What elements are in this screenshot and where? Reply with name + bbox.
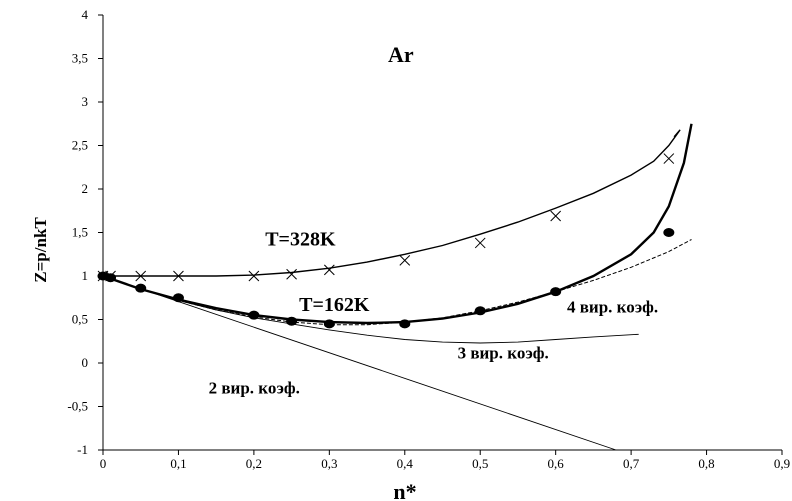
y-axis-title: Z=p/nkT: [31, 217, 50, 283]
y-tick-label: 3: [82, 94, 89, 109]
chart-title: Ar: [388, 42, 414, 67]
cross-stroke: [248, 270, 260, 282]
y-tick-label: 2,5: [72, 138, 88, 153]
y-tick-label: 1,5: [72, 225, 88, 240]
x-tick-label: 0,9: [774, 456, 790, 471]
x-tick-label: 0: [100, 456, 107, 471]
labels-layer: Ar n* Z=p/nkT T=328K T=162K 4 вир. коэф. 3 …: [31, 42, 658, 501]
cross-marker: [663, 153, 675, 164]
cross-marker: [550, 210, 562, 222]
y-tick-label: 2: [82, 181, 89, 196]
series-layer: [97, 123, 693, 451]
cross-marker: [248, 270, 260, 282]
curve-annotation: 4 вир. коэф.: [567, 298, 658, 317]
y-tick-label: -0,5: [67, 399, 88, 414]
cross-marker: [286, 268, 297, 280]
x-tick-label: 0,8: [698, 456, 714, 471]
y-tick-label: -1: [77, 442, 88, 457]
x-tick-label: 0,3: [321, 456, 337, 471]
series-line: [102, 275, 639, 344]
cross-stroke: [550, 210, 562, 222]
series-line: [102, 123, 693, 325]
curve-annotation: T=328K: [265, 229, 336, 251]
cross-stroke: [399, 254, 411, 266]
dot-marker: [663, 228, 675, 237]
cross-stroke: [323, 264, 335, 276]
x-tick-label: 0,1: [170, 456, 186, 471]
cross-stroke: [286, 268, 297, 280]
y-tick-label: 0,5: [72, 312, 88, 327]
cross-marker: [474, 237, 486, 249]
y-tick-label: 3,5: [72, 51, 88, 66]
cross-stroke: [474, 237, 486, 249]
cross-stroke: [663, 153, 675, 164]
curve-annotation: T=162K: [299, 294, 370, 316]
axes: 0 0,1 0,2 0,3 0,4 0,5 0,6 0,7 0,8 0,9 -1 -0,5 0 0,5 1 1…: [67, 7, 790, 471]
cross-marker: [323, 264, 335, 276]
y-tick-label: 1: [82, 268, 89, 283]
x-tick-label: 0,7: [623, 456, 640, 471]
y-tick-label: 4: [82, 7, 89, 22]
x-tick-label: 0,6: [548, 456, 565, 471]
x-tick-label: 0,5: [472, 456, 488, 471]
x-axis-title: n*: [393, 479, 416, 501]
series-line: [102, 275, 617, 451]
x-tick-label: 0,4: [397, 456, 414, 471]
x-tick-label: 0,2: [246, 456, 262, 471]
curve-annotation: 3 вир. коэф.: [458, 344, 549, 363]
series-line: [103, 129, 681, 277]
curve-annotation: 2 вир. коэф.: [209, 378, 300, 397]
cross-marker: [399, 254, 411, 266]
y-tick-label: 0: [82, 355, 89, 370]
